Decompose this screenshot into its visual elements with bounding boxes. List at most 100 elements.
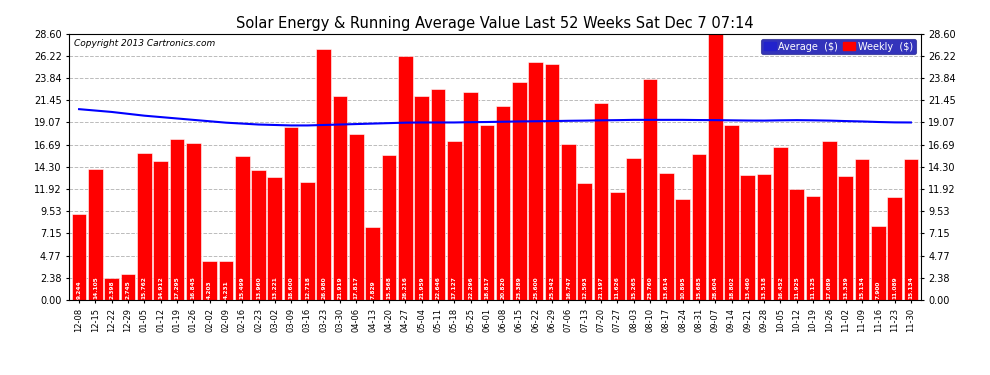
Text: 11.125: 11.125 bbox=[811, 276, 816, 298]
Bar bbox=[88, 169, 103, 300]
Text: 11.626: 11.626 bbox=[615, 276, 620, 298]
Bar bbox=[756, 174, 771, 300]
Text: 4.203: 4.203 bbox=[207, 280, 212, 298]
Bar bbox=[741, 175, 755, 300]
Text: 13.960: 13.960 bbox=[256, 276, 261, 298]
Bar bbox=[854, 159, 869, 300]
Text: 15.685: 15.685 bbox=[696, 276, 701, 298]
Legend: Average  ($), Weekly  ($): Average ($), Weekly ($) bbox=[761, 39, 916, 54]
Bar bbox=[610, 192, 625, 300]
Bar bbox=[300, 182, 315, 300]
Bar bbox=[381, 155, 396, 300]
Bar bbox=[675, 199, 690, 300]
Text: 11.925: 11.925 bbox=[794, 276, 799, 298]
Text: 20.820: 20.820 bbox=[501, 276, 506, 298]
Text: 21.959: 21.959 bbox=[419, 276, 424, 298]
Title: Solar Energy & Running Average Value Last 52 Weeks Sat Dec 7 07:14: Solar Energy & Running Average Value Las… bbox=[237, 16, 753, 31]
Text: 12.593: 12.593 bbox=[582, 276, 587, 298]
Text: 2.745: 2.745 bbox=[126, 280, 131, 298]
Bar bbox=[496, 106, 511, 300]
Bar bbox=[692, 154, 706, 300]
Bar bbox=[529, 62, 544, 300]
Text: 25.342: 25.342 bbox=[549, 276, 554, 298]
Text: 7.900: 7.900 bbox=[876, 280, 881, 298]
Bar bbox=[463, 92, 478, 300]
Bar bbox=[284, 127, 298, 300]
Bar bbox=[137, 153, 151, 300]
Bar bbox=[887, 197, 902, 300]
Text: 17.127: 17.127 bbox=[451, 276, 456, 298]
Bar bbox=[822, 141, 837, 300]
Bar bbox=[431, 89, 446, 300]
Bar bbox=[871, 226, 886, 300]
Bar bbox=[773, 147, 788, 300]
Text: 18.802: 18.802 bbox=[729, 276, 734, 298]
Text: 13.339: 13.339 bbox=[843, 276, 848, 298]
Text: 26.216: 26.216 bbox=[403, 276, 408, 298]
Text: 15.499: 15.499 bbox=[240, 276, 245, 298]
Bar bbox=[414, 96, 429, 300]
Bar bbox=[267, 177, 282, 300]
Text: 16.747: 16.747 bbox=[566, 276, 571, 298]
Bar bbox=[659, 173, 673, 300]
Text: 2.398: 2.398 bbox=[109, 280, 114, 298]
Bar bbox=[349, 134, 363, 300]
Text: 17.817: 17.817 bbox=[353, 276, 358, 298]
Bar bbox=[219, 261, 234, 300]
Bar bbox=[544, 64, 559, 300]
Bar bbox=[479, 125, 494, 300]
Text: 14.912: 14.912 bbox=[158, 276, 163, 298]
Bar bbox=[398, 56, 413, 300]
Bar bbox=[789, 189, 804, 300]
Text: 13.460: 13.460 bbox=[745, 276, 750, 298]
Text: 9.244: 9.244 bbox=[76, 280, 81, 298]
Bar bbox=[365, 227, 380, 300]
Text: 15.762: 15.762 bbox=[142, 276, 147, 298]
Bar bbox=[577, 183, 592, 300]
Text: 23.389: 23.389 bbox=[517, 276, 522, 298]
Bar bbox=[235, 156, 249, 300]
Text: 28.604: 28.604 bbox=[713, 276, 718, 298]
Text: 15.568: 15.568 bbox=[386, 276, 391, 298]
Text: 13.221: 13.221 bbox=[272, 276, 277, 298]
Text: 18.600: 18.600 bbox=[289, 276, 294, 298]
Bar bbox=[153, 161, 168, 300]
Bar bbox=[202, 261, 217, 300]
Text: 16.452: 16.452 bbox=[778, 276, 783, 298]
Text: 21.197: 21.197 bbox=[599, 276, 604, 298]
Text: 23.760: 23.760 bbox=[647, 276, 652, 298]
Bar bbox=[169, 139, 184, 300]
Bar bbox=[121, 274, 136, 300]
Bar bbox=[627, 158, 641, 300]
Text: 22.296: 22.296 bbox=[468, 276, 473, 298]
Text: 13.518: 13.518 bbox=[761, 276, 766, 298]
Bar bbox=[512, 82, 527, 300]
Bar bbox=[806, 196, 821, 300]
Text: 26.980: 26.980 bbox=[321, 276, 327, 298]
Bar bbox=[71, 214, 86, 300]
Bar bbox=[104, 278, 119, 300]
Text: 22.646: 22.646 bbox=[436, 276, 441, 298]
Text: 17.089: 17.089 bbox=[827, 276, 832, 298]
Text: Copyright 2013 Cartronics.com: Copyright 2013 Cartronics.com bbox=[73, 39, 215, 48]
Text: 15.134: 15.134 bbox=[909, 276, 914, 298]
Text: 11.089: 11.089 bbox=[892, 276, 897, 298]
Bar bbox=[446, 141, 461, 300]
Text: 16.845: 16.845 bbox=[191, 276, 196, 298]
Text: 7.829: 7.829 bbox=[370, 280, 375, 298]
Text: 12.718: 12.718 bbox=[305, 276, 310, 298]
Bar bbox=[904, 159, 919, 300]
Text: 15.265: 15.265 bbox=[632, 276, 637, 298]
Bar bbox=[594, 103, 609, 300]
Text: 21.919: 21.919 bbox=[338, 276, 343, 298]
Text: 18.817: 18.817 bbox=[484, 276, 489, 298]
Bar bbox=[839, 176, 853, 300]
Bar bbox=[317, 49, 331, 300]
Bar bbox=[251, 170, 266, 300]
Bar bbox=[186, 143, 201, 300]
Bar bbox=[561, 144, 576, 300]
Text: 13.614: 13.614 bbox=[663, 276, 669, 298]
Bar bbox=[708, 34, 723, 300]
Bar bbox=[724, 125, 739, 300]
Bar bbox=[643, 79, 657, 300]
